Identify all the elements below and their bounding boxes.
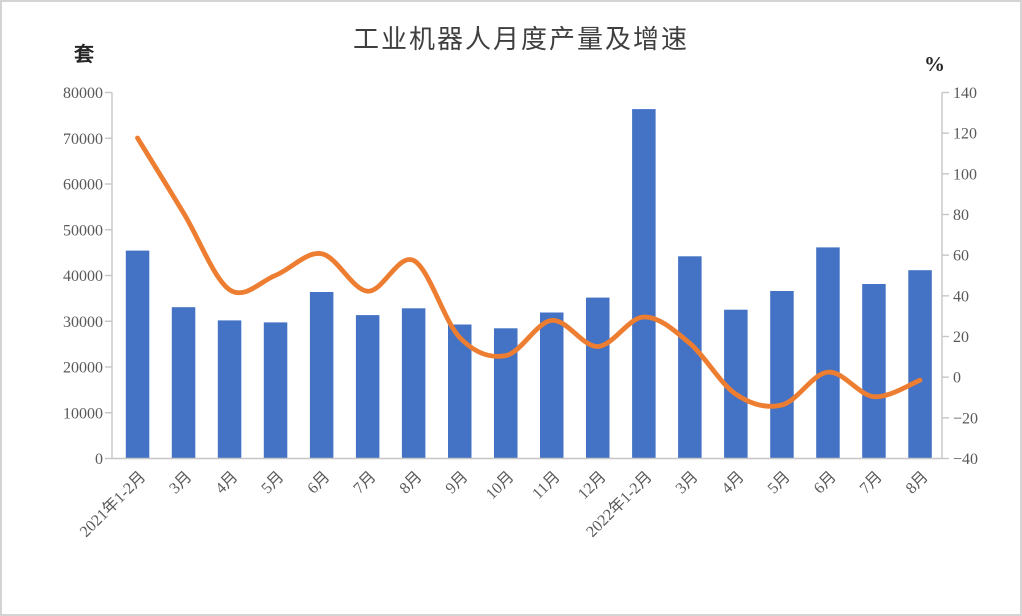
right-axis-tick-label: 40 (953, 288, 969, 305)
left-axis-unit-label: 套 (74, 44, 94, 66)
right-axis-tick-label: 0 (953, 370, 961, 387)
production-bar (586, 297, 610, 459)
left-axis-tick-label: 20000 (63, 360, 103, 377)
x-axis-tick-label: 11月 (529, 468, 563, 502)
production-bar (678, 256, 702, 459)
x-axis-tick-label: 8月 (903, 468, 932, 497)
production-bar (401, 308, 426, 459)
x-axis-tick-label: 6月 (811, 468, 840, 497)
x-axis-tick-label: 7月 (350, 468, 379, 497)
left-axis-tick-label: 40000 (63, 268, 103, 285)
production-bar (632, 109, 656, 459)
right-axis-unit-label: % (924, 52, 945, 76)
production-bar (724, 309, 748, 459)
production-bar (171, 307, 196, 459)
growth-rate-line (135, 135, 923, 409)
production-bar (217, 320, 242, 459)
right-axis-tick-label: 20 (953, 329, 969, 346)
production-bar (908, 270, 932, 459)
production-bar (263, 322, 288, 459)
x-axis-tick-label: 2021年1-2月 (76, 468, 149, 541)
left-axis-tick-label: 0 (95, 451, 103, 468)
production-bar (862, 284, 886, 459)
x-axis-tick-label: 10月 (483, 468, 518, 503)
x-axis-tick-label: 6月 (304, 468, 333, 497)
left-axis-tick-label: 60000 (63, 177, 103, 194)
x-axis-tick-label: 8月 (397, 468, 426, 497)
production-bar (309, 292, 334, 459)
right-axis-tick-label: 60 (953, 248, 969, 265)
production-bar (770, 291, 794, 459)
production-bar (355, 315, 380, 459)
right-axis-tick-label: 120 (953, 126, 977, 143)
left-axis-tick-label: 80000 (63, 85, 103, 102)
x-axis-tick-label: 3月 (166, 468, 195, 497)
right-axis-tick-label: 80 (953, 207, 969, 224)
left-axis-tick-label: 30000 (63, 314, 103, 331)
x-axis-tick-label: 9月 (443, 468, 472, 497)
production-bar (816, 247, 840, 459)
left-axis-tick-label: 10000 (63, 405, 103, 422)
x-axis-tick-label: 4月 (212, 468, 241, 497)
x-axis-tick-label: 5月 (258, 468, 287, 497)
right-axis-tick-label: 100 (953, 166, 977, 183)
production-bar (494, 328, 518, 459)
x-axis-tick-label: 5月 (765, 468, 794, 497)
chart-title: 工业机器人月度产量及增速 (352, 25, 689, 54)
right-axis-tick-label: 140 (953, 85, 977, 102)
x-axis-tick-label: 4月 (719, 468, 748, 497)
x-axis-tick-label: 7月 (857, 468, 886, 497)
right-axis-tick-label: −40 (953, 451, 978, 468)
x-axis-tick-label: 3月 (673, 468, 702, 497)
production-bar (125, 250, 150, 459)
production-bar (448, 324, 472, 459)
x-axis-tick-label: 12月 (575, 468, 610, 503)
production-bar (540, 312, 564, 459)
left-axis-tick-label: 70000 (63, 131, 103, 148)
right-axis-tick-label: −20 (953, 410, 978, 427)
left-axis-tick-label: 50000 (63, 222, 103, 239)
